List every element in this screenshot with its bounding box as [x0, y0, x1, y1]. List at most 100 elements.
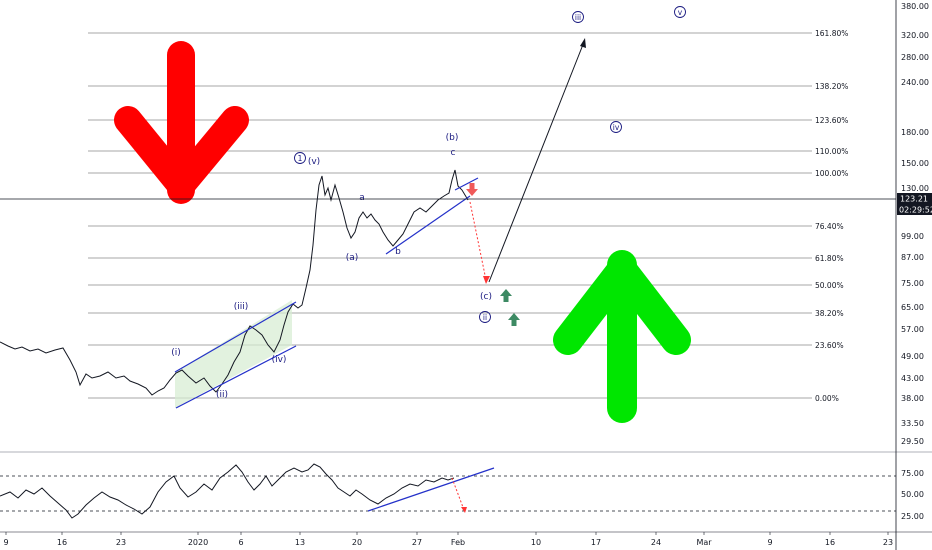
- price-tick-label: 130.00: [901, 184, 929, 193]
- price-tick-label: 380.00: [901, 2, 929, 11]
- time-axis[interactable]: 9 16 23 2020 6 13 20 27 Feb 10 17 24 Mar 9 16 23: [3, 532, 893, 547]
- price-axis[interactable]: 380.00 320.00 280.00 240.00 180.00 150.00 130.…: [901, 2, 929, 446]
- osc-tick-label: 25.00: [901, 512, 924, 521]
- price-tick-label: 320.00: [901, 31, 929, 40]
- time-tick-label: 23: [116, 538, 126, 547]
- time-tick-label: 6: [238, 538, 243, 547]
- price-tick-label: 38.00: [901, 394, 924, 403]
- countdown-label: 02:29:52: [899, 206, 932, 215]
- svg-text:(iv): (iv): [272, 355, 287, 365]
- price-tick-label: 57.00: [901, 325, 924, 334]
- time-tick-label: 20: [352, 538, 362, 547]
- price-series: [0, 169, 469, 396]
- dashed-projection-arrowhead: [483, 276, 490, 284]
- svg-text:(a): (a): [346, 253, 359, 263]
- time-tick-label: Mar: [696, 538, 712, 547]
- current-price-badge: [897, 193, 932, 204]
- svg-text:(iii): (iii): [234, 302, 249, 312]
- wave-label: (i): [171, 348, 181, 358]
- fib-level-label: 23.60%: [815, 341, 844, 350]
- fib-level-label: 61.80%: [815, 254, 844, 263]
- price-tick-label: 150.00: [901, 159, 929, 168]
- fib-level-label: 161.80%: [815, 29, 848, 38]
- price-tick-label: 99.00: [901, 232, 924, 241]
- wave-label: c: [451, 148, 456, 158]
- time-tick-label: 10: [531, 538, 541, 547]
- svg-text:1: 1: [298, 154, 303, 163]
- osc-tick-label: 75.00: [901, 469, 924, 478]
- wave-label: iii: [572, 11, 584, 23]
- wave-label: (a): [346, 253, 359, 263]
- price-tick-label: 280.00: [901, 53, 929, 62]
- fibonacci-levels: 161.80%138.20%123.60%110.00%100.00%76.40…: [88, 29, 848, 403]
- price-tick-label: 33.50: [901, 419, 924, 428]
- wave-label: (b): [446, 133, 459, 143]
- fib-level-label: 50.00%: [815, 281, 844, 290]
- price-tick-label: 240.00: [901, 78, 929, 87]
- small-up-arrow-1: [500, 289, 512, 302]
- wave-label: (iii): [234, 302, 249, 312]
- oscillator-axis: 75.00 50.00 25.00: [901, 469, 924, 521]
- fib-level-label: 110.00%: [815, 147, 848, 156]
- time-tick-label: 24: [651, 538, 661, 547]
- osc-arrowhead: [461, 507, 467, 513]
- dashed-projection: [469, 201, 487, 281]
- wave-label: ii: [479, 311, 491, 323]
- bearish-arrow: [114, 41, 249, 204]
- svg-text:(b): (b): [446, 133, 459, 143]
- time-tick-label: 16: [825, 538, 835, 547]
- price-tick-label: 49.00: [901, 352, 924, 361]
- fib-level-label: 100.00%: [815, 169, 848, 178]
- price-tick-label: 87.00: [901, 253, 924, 262]
- current-price-label: 123.21: [900, 195, 928, 204]
- svg-text:(v): (v): [308, 157, 320, 167]
- time-tick-label: 23: [883, 538, 893, 547]
- fib-level-label: 138.20%: [815, 82, 848, 91]
- price-tick-label: 29.50: [901, 437, 924, 446]
- osc-trend-line: [367, 467, 495, 512]
- wave-label: (iv): [272, 355, 287, 365]
- osc-dashed-projection: [451, 477, 465, 511]
- svg-text:a: a: [359, 193, 365, 203]
- wave-label: a: [359, 193, 365, 203]
- time-tick-label: 2020: [188, 538, 208, 547]
- wedge-lower-line: [385, 195, 471, 255]
- svg-text:iv: iv: [613, 123, 620, 132]
- countdown-badge: [897, 204, 932, 215]
- svg-text:b: b: [395, 247, 401, 257]
- time-tick-label: 9: [3, 538, 8, 547]
- wave-label: b: [395, 247, 401, 257]
- time-tick-label: 16: [57, 538, 67, 547]
- wave-label: 1: [294, 152, 306, 164]
- svg-text:v: v: [678, 8, 683, 17]
- svg-text:(c): (c): [480, 292, 492, 302]
- fib-level-label: 0.00%: [815, 394, 839, 403]
- svg-text:(i): (i): [171, 348, 181, 358]
- fib-level-label: 38.20%: [815, 309, 844, 318]
- wave-label: (ii): [216, 390, 228, 400]
- price-tick-label: 180.00: [901, 128, 929, 137]
- fib-level-label: 76.40%: [815, 222, 844, 231]
- price-tick-label: 75.00: [901, 279, 924, 288]
- channel-lower-line: [175, 345, 297, 409]
- time-tick-label: 9: [767, 538, 772, 547]
- channel-fill: [175, 300, 292, 408]
- osc-tick-label: 50.00: [901, 490, 924, 499]
- time-tick-label: 13: [295, 538, 305, 547]
- oscillator-series: [0, 463, 455, 519]
- svg-text:iii: iii: [575, 13, 581, 22]
- time-tick-label: Feb: [451, 538, 465, 547]
- fib-level-label: 123.60%: [815, 116, 848, 125]
- wave-label: (v): [308, 157, 320, 167]
- bullish-projection-arrowhead: [580, 38, 586, 48]
- svg-text:(ii): (ii): [216, 390, 228, 400]
- bullish-projection: [488, 41, 585, 283]
- svg-text:c: c: [451, 148, 456, 158]
- svg-text:ii: ii: [483, 313, 487, 322]
- time-tick-label: 17: [591, 538, 601, 547]
- small-down-arrow: [466, 183, 478, 196]
- price-tick-label: 65.00: [901, 303, 924, 312]
- bullish-arrow: [553, 250, 691, 423]
